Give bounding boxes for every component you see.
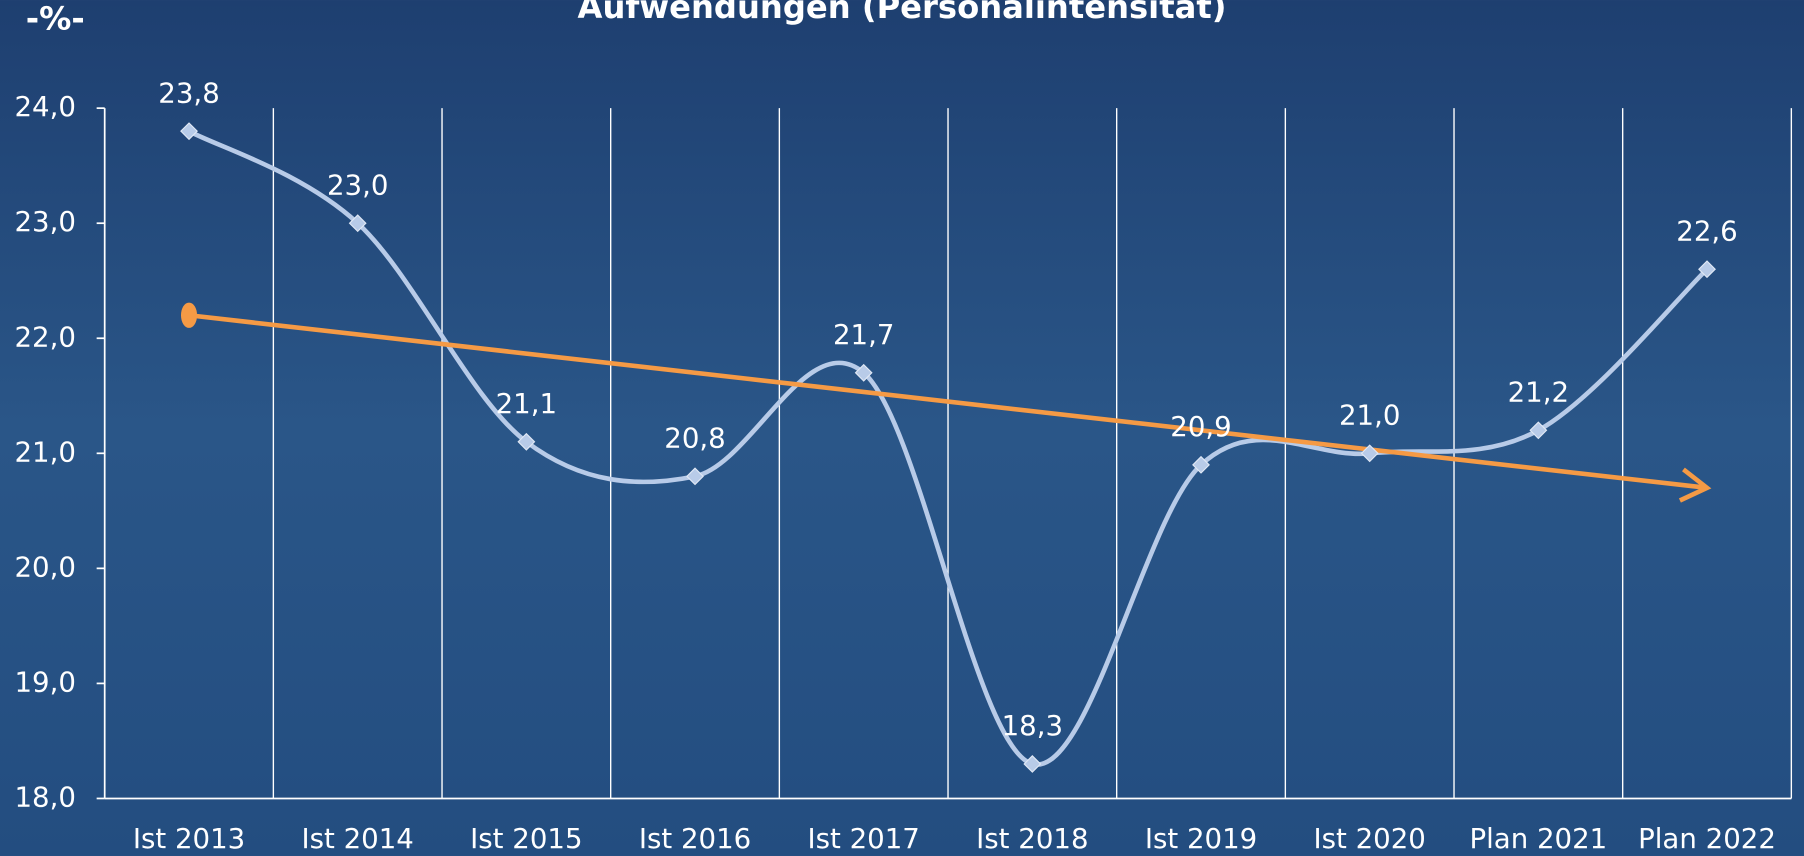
data-point [180,122,198,141]
data-line [187,129,1709,767]
x-tick-label: Ist 2015 [470,822,582,855]
unit-label: -%- [26,0,85,38]
data-label: 20,9 [1170,410,1231,443]
x-tick-label: Ist 2018 [976,822,1088,855]
x-tick-label: Plan 2021 [1469,822,1607,855]
y-tick-label: 21,0 [14,435,75,468]
x-tick-label: Ist 2013 [133,822,245,855]
data-point [686,467,704,486]
data-label: 22,6 [1676,214,1737,247]
data-label: 21,0 [1339,398,1400,431]
y-tick-label: 19,0 [14,665,75,698]
data-point [1360,444,1379,463]
trend-start [180,302,198,328]
y-tick-label: 24,0 [14,90,75,123]
data-point [1023,755,1042,773]
data-label: 23,8 [158,76,219,109]
y-tick-label: 23,0 [14,205,75,238]
y-tick-label: 18,0 [14,780,75,813]
data-point [517,432,536,451]
data-point [1192,455,1210,474]
trend-line [188,312,1708,491]
x-tick-label: Ist 2016 [639,822,751,855]
y-tick-label: 22,0 [14,320,75,353]
x-tick-label: Ist 2014 [301,822,413,855]
x-tick-label: Ist 2020 [1313,822,1425,855]
data-label: 21,7 [833,318,894,351]
data-point [348,214,367,233]
trend-arrowhead [1678,467,1712,503]
x-tick-label: Ist 2019 [1145,822,1257,855]
data-point [1698,260,1716,279]
data-point [854,363,873,382]
x-tick-label: Ist 2017 [807,822,919,855]
data-label: 20,8 [664,422,725,455]
data-label: 21,2 [1508,375,1569,408]
y-tick-label: 20,0 [14,550,75,583]
data-label: 23,0 [327,168,388,201]
data-point [1529,421,1548,440]
data-label: 18,3 [1002,709,1063,742]
data-label: 21,1 [496,387,557,420]
x-tick-label: Plan 2022 [1638,822,1776,855]
chart-title: Aufwendungen (Personalintensität) [578,0,1227,26]
